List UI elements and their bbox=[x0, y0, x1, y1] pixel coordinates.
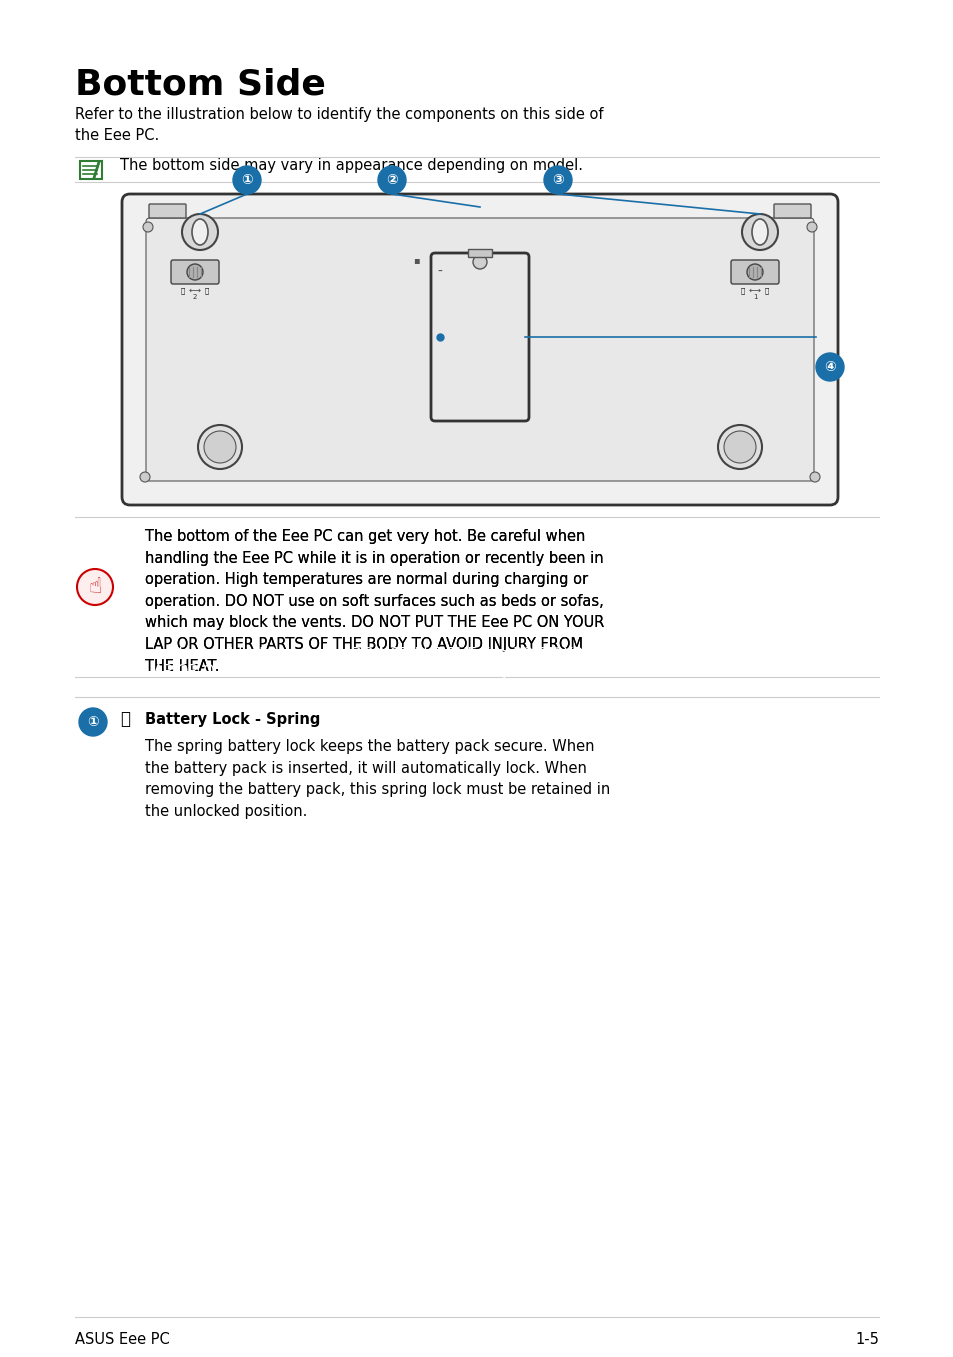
Circle shape bbox=[140, 472, 150, 482]
Circle shape bbox=[723, 432, 755, 463]
FancyBboxPatch shape bbox=[146, 218, 813, 480]
Circle shape bbox=[233, 166, 261, 194]
Text: The bottom of the Eee PC can get very hot. Be careful when
handling the Eee PC w: The bottom of the Eee PC can get very ho… bbox=[145, 529, 604, 673]
Text: Bottom Side: Bottom Side bbox=[75, 66, 326, 100]
Circle shape bbox=[741, 214, 778, 250]
Text: 🔒: 🔒 bbox=[181, 286, 185, 293]
Circle shape bbox=[204, 432, 235, 463]
Circle shape bbox=[182, 214, 218, 250]
Text: 🔓: 🔓 bbox=[205, 286, 209, 293]
Circle shape bbox=[187, 265, 203, 280]
Text: Refer to the illustration below to identify the components on this side of
the E: Refer to the illustration below to ident… bbox=[75, 107, 603, 142]
Circle shape bbox=[377, 166, 406, 194]
Text: ⟷: ⟷ bbox=[189, 286, 201, 294]
Text: ③: ③ bbox=[552, 172, 563, 187]
FancyBboxPatch shape bbox=[431, 252, 529, 421]
Circle shape bbox=[809, 472, 820, 482]
FancyBboxPatch shape bbox=[730, 261, 779, 284]
Text: ①: ① bbox=[241, 172, 253, 187]
FancyBboxPatch shape bbox=[468, 248, 492, 256]
Text: which may block the vents.: which may block the vents. bbox=[145, 624, 351, 639]
Text: ☝: ☝ bbox=[89, 577, 102, 597]
Circle shape bbox=[543, 166, 572, 194]
Text: The spring battery lock keeps the battery pack secure. When
the battery pack is : The spring battery lock keeps the batter… bbox=[145, 740, 610, 818]
Text: ▪: ▪ bbox=[413, 255, 419, 265]
Text: ⟷: ⟷ bbox=[748, 286, 760, 294]
Circle shape bbox=[473, 255, 486, 269]
Circle shape bbox=[806, 223, 816, 232]
Text: ASUS Eee PC: ASUS Eee PC bbox=[75, 1333, 170, 1348]
FancyBboxPatch shape bbox=[171, 261, 219, 284]
Text: 1: 1 bbox=[752, 294, 757, 300]
Circle shape bbox=[746, 265, 762, 280]
FancyBboxPatch shape bbox=[122, 194, 837, 505]
Circle shape bbox=[143, 223, 152, 232]
Circle shape bbox=[77, 569, 112, 605]
Text: -: - bbox=[437, 265, 442, 280]
Text: ④: ④ bbox=[823, 360, 835, 375]
Text: Battery Lock - Spring: Battery Lock - Spring bbox=[145, 711, 320, 726]
Circle shape bbox=[198, 425, 242, 470]
Ellipse shape bbox=[751, 218, 767, 246]
Text: 🔓: 🔓 bbox=[764, 286, 768, 293]
Text: ②: ② bbox=[386, 172, 397, 187]
Text: 1-5: 1-5 bbox=[854, 1333, 878, 1348]
Circle shape bbox=[79, 708, 107, 735]
Text: 2: 2 bbox=[193, 294, 197, 300]
FancyBboxPatch shape bbox=[80, 161, 102, 179]
Text: 🔒: 🔒 bbox=[740, 286, 744, 293]
Text: 🔒: 🔒 bbox=[120, 710, 130, 727]
Text: ①: ① bbox=[87, 715, 99, 729]
Text: which may block the vents. DO NOT PUT THE Eee PC ON YOUR
LAP OR OTHER PARTS OF T: which may block the vents. DO NOT PUT TH… bbox=[145, 647, 604, 696]
Circle shape bbox=[815, 353, 843, 381]
Ellipse shape bbox=[192, 218, 208, 246]
Circle shape bbox=[718, 425, 761, 470]
FancyBboxPatch shape bbox=[773, 204, 810, 218]
Text: The bottom side may vary in appearance depending on model.: The bottom side may vary in appearance d… bbox=[120, 157, 582, 172]
Text: The bottom of the Eee PC can get very hot. Be careful when
handling the Eee PC w: The bottom of the Eee PC can get very ho… bbox=[145, 529, 604, 673]
FancyBboxPatch shape bbox=[149, 204, 186, 218]
